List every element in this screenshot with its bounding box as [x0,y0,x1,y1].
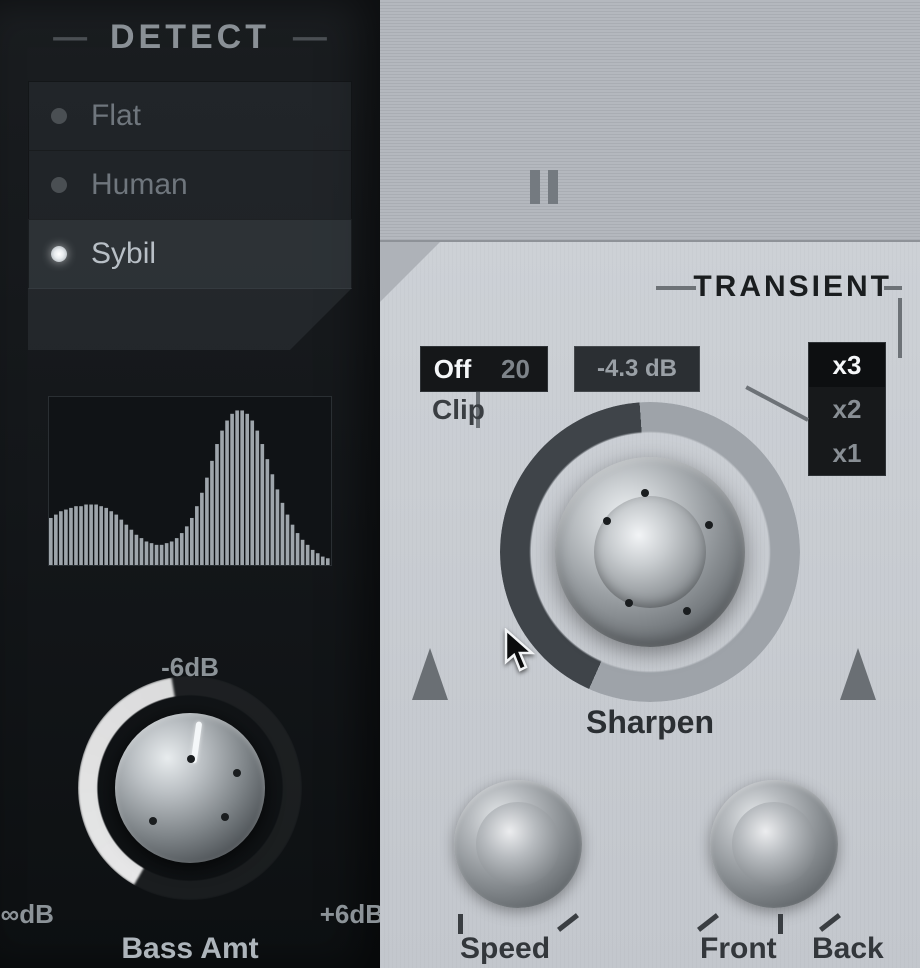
dash-icon: — [53,18,96,56]
detect-option-flat[interactable]: Flat [28,81,352,151]
knob-screw-dot [149,817,157,825]
tick-mark [557,913,579,932]
radio-icon [51,246,67,262]
bass-amt-section: -6dB -∞dB +6dB Bass Amt [0,658,380,968]
detect-option-human[interactable]: Human [28,150,352,220]
triangle-marker-icon [412,648,448,700]
knob-cap [732,802,816,886]
radio-icon [51,177,67,193]
knob-screw-dot [625,599,633,607]
sharpen-knob[interactable] [500,402,800,702]
knob-screw-dot [683,607,691,615]
knob-cap [476,802,560,886]
knob-screw-dot [603,517,611,525]
speed-label: Speed [460,932,550,966]
tick-mark [458,914,463,934]
bass-name-label: Bass Amt [0,932,380,966]
multiplier-option-x1[interactable]: x1 [809,431,885,475]
detect-title: — DETECT — [0,0,380,57]
tick-mark [697,913,719,932]
transient-title: TRANSIENT [693,270,892,304]
dash-icon: — [283,18,326,56]
bass-max-label: +6dB [320,899,384,930]
knob-screw-dot [187,755,195,763]
sharpen-db-readout: -4.3 dB [574,346,700,392]
knob-cap [594,496,706,608]
front-back-knob[interactable] [710,780,838,908]
detect-option-label: Sybil [91,237,156,271]
transient-main: TRANSIENT Off 20 Clip -4.3 dB x3 x2 x1 [380,242,920,968]
clip-value: 20 [484,354,547,385]
detect-histogram [48,396,332,566]
detect-title-text: DETECT [110,18,270,56]
pause-icon[interactable] [530,170,558,204]
speed-knob[interactable] [454,780,582,908]
triangle-marker-icon [840,648,876,700]
header-dash-icon [898,298,902,358]
db-value: -4.3 dB [597,355,677,383]
clip-state: Off [421,354,484,385]
multiplier-select: x3 x2 x1 [808,342,886,476]
transient-panel: TRANSIENT Off 20 Clip -4.3 dB x3 x2 x1 [380,0,920,968]
sharpen-label: Sharpen [380,704,920,741]
tick-mark [778,914,783,934]
clip-toggle[interactable]: Off 20 [420,346,548,392]
detect-mode-list: Flat Human Sybil [28,81,352,289]
bass-min-label: -∞dB [0,899,54,930]
knob-cap [115,713,265,863]
clip-label: Clip [432,394,485,426]
transient-top-strip [380,0,920,242]
panel-corner-cut [380,242,440,302]
detect-option-label: Flat [91,99,141,133]
cursor-icon [504,628,540,674]
detect-panel: — DETECT — Flat Human Sybil -6dB [0,0,380,968]
tick-mark [819,913,841,932]
panel-corner-cut [28,288,352,350]
knob-body [555,457,745,647]
histogram-svg [49,397,331,565]
detect-option-sybil[interactable]: Sybil [28,219,352,289]
detect-option-label: Human [91,168,188,202]
front-label: Front [700,932,777,966]
knob-screw-dot [705,521,713,529]
knob-screw-dot [233,769,241,777]
multiplier-option-x2[interactable]: x2 [809,387,885,431]
radio-icon [51,108,67,124]
knob-screw-dot [641,489,649,497]
back-label: Back [812,932,884,966]
header-dash-icon [656,286,696,290]
knob-screw-dot [221,813,229,821]
bass-amt-knob[interactable] [60,658,320,918]
multiplier-option-x3[interactable]: x3 [809,343,885,387]
